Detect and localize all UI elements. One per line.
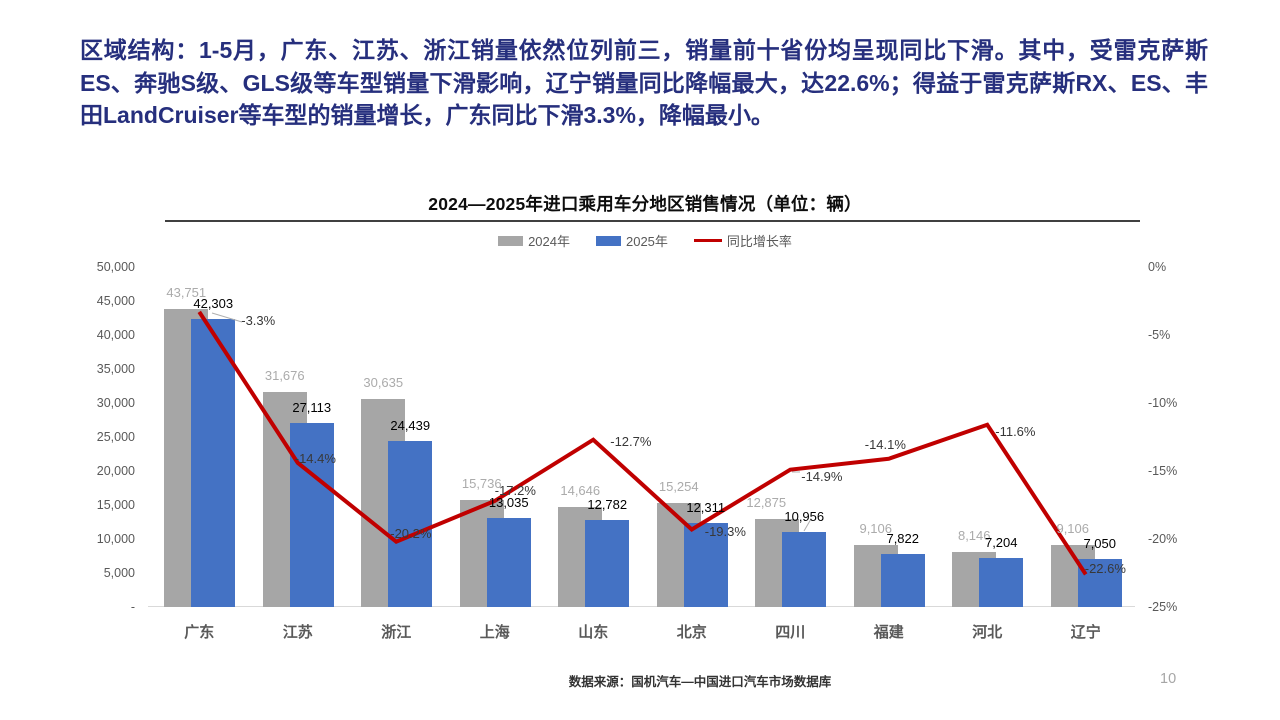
y-axis-tick-left: 15,000 bbox=[96, 498, 135, 512]
y-axis-tick-left: 30,000 bbox=[96, 396, 135, 410]
bar-label-2024: 9,106 bbox=[859, 521, 893, 537]
legend-item-2024: 2024年 bbox=[498, 231, 570, 250]
title-divider bbox=[165, 220, 1140, 222]
growth-rate-label: -22.6% bbox=[1084, 561, 1126, 577]
page-number: 10 bbox=[1160, 671, 1177, 687]
legend-label-2024: 2024年 bbox=[528, 234, 570, 249]
bar-2025 bbox=[585, 520, 630, 607]
growth-rate-label: -20.2% bbox=[390, 525, 432, 541]
legend-swatch-growth-line bbox=[693, 239, 722, 242]
bar-label-2025: 27,113 bbox=[292, 399, 332, 415]
y-axis-tick-right: -10% bbox=[1148, 396, 1178, 410]
bar-label-2025: 7,050 bbox=[1083, 536, 1117, 552]
legend-swatch-2024 bbox=[498, 235, 524, 246]
chart-title: 2024—2025年进口乘用车分地区销售情况（单位：辆） bbox=[428, 194, 862, 214]
bar-label-2025: 12,311 bbox=[686, 500, 726, 516]
category-label: 辽宁 bbox=[1070, 624, 1101, 641]
category-label: 上海 bbox=[479, 624, 510, 641]
y-axis-tick-right: -20% bbox=[1148, 532, 1178, 546]
y-axis-tick-left: 5,000 bbox=[103, 566, 135, 580]
growth-rate-label: -14.9% bbox=[801, 468, 843, 484]
y-axis-tick-left: 20,000 bbox=[96, 464, 135, 478]
bar-label-2024: 31,676 bbox=[264, 367, 305, 383]
legend-swatch-2025 bbox=[595, 235, 621, 246]
legend-label-2025: 2025年 bbox=[625, 234, 668, 249]
bar-2025 bbox=[289, 422, 334, 607]
y-axis-tick-right: -25% bbox=[1148, 600, 1178, 614]
category-label: 浙江 bbox=[381, 624, 412, 641]
y-axis-tick-right: -5% bbox=[1148, 328, 1171, 342]
bar-2025 bbox=[979, 558, 1024, 607]
category-label: 江苏 bbox=[282, 624, 313, 641]
y-axis-tick-left: 35,000 bbox=[96, 362, 135, 376]
y-axis-tick-right: -15% bbox=[1148, 464, 1178, 478]
bar-2025 bbox=[782, 532, 827, 607]
category-label: 福建 bbox=[873, 624, 904, 641]
bar-label-2025: 7,204 bbox=[984, 535, 1018, 550]
bar-2025 bbox=[191, 319, 236, 607]
bar-label-2025: 13,035 bbox=[488, 495, 529, 511]
y-axis-tick-left: - bbox=[130, 600, 135, 614]
x-axis-line bbox=[148, 606, 1135, 607]
growth-rate-label: -12.7% bbox=[610, 433, 652, 449]
bar-label-2025: 7,822 bbox=[886, 530, 920, 546]
label-leader-line bbox=[803, 518, 812, 532]
y-axis-tick-left: 10,000 bbox=[96, 532, 135, 546]
bar-label-2025: 24,439 bbox=[390, 417, 431, 433]
bar-2025 bbox=[880, 553, 925, 607]
growth-rate-polyline bbox=[197, 310, 1088, 576]
bar-2025 bbox=[1077, 559, 1122, 607]
legend-item-2025: 2025年 bbox=[595, 231, 668, 250]
bar-label-2025: 12,782 bbox=[587, 497, 628, 513]
chart-legend: 2024年 2025年 同比增长率 bbox=[150, 231, 1140, 250]
legend-item-growth: 同比增长率 bbox=[693, 231, 792, 250]
bar-label-2025: 42,303 bbox=[193, 296, 234, 312]
bar-label-2024: 14,646 bbox=[560, 483, 601, 499]
bar-label-2025: 10,956 bbox=[784, 509, 825, 525]
growth-rate-label: -17.2% bbox=[494, 482, 536, 498]
y-axis-tick-left: 45,000 bbox=[96, 294, 135, 308]
bar-label-2024: 9,106 bbox=[1056, 521, 1090, 537]
growth-rate-label: -11.6% bbox=[995, 423, 1036, 439]
y-axis-tick-left: 50,000 bbox=[96, 260, 135, 274]
growth-rate-label: -14.4% bbox=[294, 450, 336, 466]
bar-label-2024: 12,875 bbox=[746, 495, 787, 511]
bar-2025 bbox=[683, 523, 728, 607]
bar-label-2024: 8,146 bbox=[957, 527, 991, 543]
bar-2025 bbox=[486, 518, 531, 607]
label-leader-line bbox=[211, 312, 243, 323]
bar-label-2024: 15,736 bbox=[461, 475, 502, 491]
headline-text: 区域结构：1-5月，广东、江苏、浙江销量依然位列前三，销量前十省份均呈现同比下滑… bbox=[80, 37, 1208, 129]
growth-rate-label: -14.1% bbox=[864, 436, 906, 452]
growth-rate-label: -19.3% bbox=[704, 524, 746, 540]
y-axis-tick-left: 25,000 bbox=[96, 430, 135, 444]
y-axis-tick-right: 0% bbox=[1148, 260, 1167, 274]
category-label: 山东 bbox=[578, 624, 609, 641]
category-label: 四川 bbox=[775, 624, 806, 641]
bar-label-2024: 15,254 bbox=[658, 479, 699, 495]
bar-label-2024: 43,751 bbox=[166, 285, 207, 301]
bar-label-2024: 30,635 bbox=[363, 374, 404, 390]
data-source-note: 数据来源：国机汽车—中国进口汽车市场数据库 bbox=[568, 675, 832, 689]
category-label: 河北 bbox=[972, 624, 1003, 641]
category-label: 广东 bbox=[184, 624, 215, 641]
growth-rate-label: -3.3% bbox=[241, 312, 276, 328]
y-axis-tick-left: 40,000 bbox=[96, 328, 135, 342]
legend-label-growth: 同比增长率 bbox=[726, 234, 792, 249]
category-label: 北京 bbox=[676, 624, 707, 641]
bar-2025 bbox=[388, 440, 433, 607]
